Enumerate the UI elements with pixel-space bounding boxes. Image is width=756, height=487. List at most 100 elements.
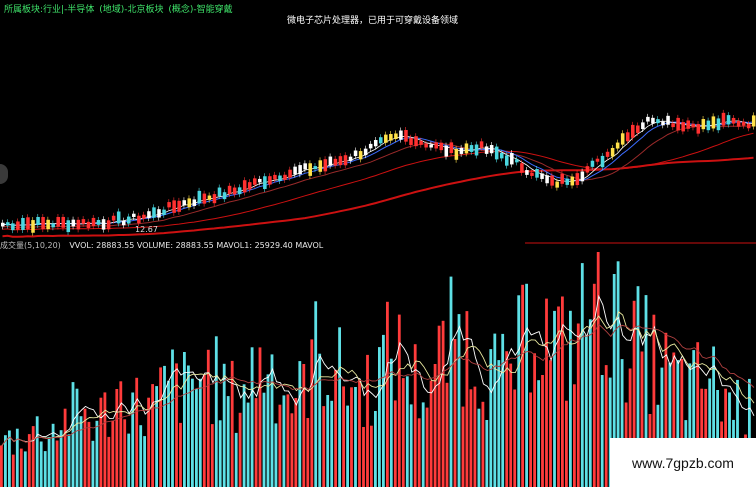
volume-bar <box>210 424 214 487</box>
volume-bar <box>135 377 139 487</box>
candle-body <box>424 143 428 148</box>
candle-body <box>379 137 383 144</box>
candle-body <box>661 121 665 126</box>
candle-body <box>86 221 91 228</box>
volume-bar <box>497 360 501 487</box>
candle-body <box>550 175 554 186</box>
volume-bar <box>222 363 226 487</box>
volume-bar <box>119 381 123 487</box>
volume-bar <box>27 434 31 487</box>
candle-body <box>247 182 252 190</box>
volume-bar <box>465 311 469 487</box>
volume-bar <box>374 411 377 487</box>
volume-bar <box>87 421 91 487</box>
volume-bar <box>23 451 27 487</box>
volume-bar <box>401 378 405 487</box>
volume-bar <box>63 408 67 487</box>
volume-bar <box>242 384 246 487</box>
candle-body <box>71 219 76 227</box>
volume-bar <box>163 365 166 487</box>
volume-bar <box>103 392 107 487</box>
candle-body <box>253 178 257 185</box>
sector-info-bar: 所属板块:行业|-半导体 (地域)-北京板块 (概念)-智能穿戴 <box>4 2 235 15</box>
volume-bar <box>123 419 127 487</box>
candle-body <box>696 124 701 134</box>
volume-bar <box>449 276 453 487</box>
candle-body <box>656 119 660 124</box>
volume-bar <box>393 400 397 487</box>
candle-body <box>741 121 746 126</box>
volume-bar <box>314 301 318 487</box>
volume-bar <box>664 332 668 487</box>
volume-bar <box>246 402 250 487</box>
volume-bar <box>509 363 513 487</box>
volume-bar <box>79 416 83 487</box>
candle-body <box>26 217 30 230</box>
volume-bar <box>688 363 692 487</box>
candle-body <box>479 141 484 148</box>
candle-body <box>293 166 297 175</box>
volume-bar <box>99 397 103 487</box>
candle-body <box>283 174 287 180</box>
volume-bar <box>616 261 620 487</box>
volume-bar <box>457 314 461 487</box>
sector-block-2: (地域)-北京板块 <box>99 5 164 15</box>
candle-body <box>21 217 25 230</box>
volume-bar <box>47 437 51 487</box>
candle-body <box>172 200 176 213</box>
volume-bar <box>461 406 465 487</box>
candle-body <box>227 185 232 195</box>
candle-body <box>726 115 731 125</box>
candle-body <box>646 116 650 122</box>
candle-body <box>66 220 71 233</box>
candle-body <box>394 133 398 139</box>
candle-body <box>16 221 20 230</box>
candle-body <box>515 159 519 163</box>
candle-body <box>414 136 418 147</box>
candle-body <box>494 146 499 160</box>
candle-body <box>182 200 186 206</box>
candle-body <box>505 155 509 166</box>
candle-body <box>530 172 534 176</box>
volume-bar <box>441 320 445 487</box>
volume-bar <box>561 296 564 487</box>
volume-bar <box>696 342 700 487</box>
candle-body <box>716 118 721 131</box>
candle-body <box>535 168 539 178</box>
mavol-10-line <box>1 311 755 446</box>
volume-bar <box>409 404 413 487</box>
volume-bar <box>143 436 146 487</box>
volume-bar <box>202 374 206 487</box>
volume-bar <box>326 395 330 487</box>
candle-body <box>192 199 197 206</box>
volume-bar <box>445 382 449 487</box>
volume-bar <box>266 374 270 487</box>
candle-body <box>590 160 595 167</box>
candle-body <box>1 222 5 227</box>
volume-bar <box>632 300 636 487</box>
candle-body <box>434 142 438 149</box>
low-price-label: 12.67 <box>135 225 158 234</box>
volume-bar <box>573 384 576 487</box>
volume-bar <box>258 347 262 487</box>
scroll-handle[interactable] <box>0 164 8 184</box>
volume-bar <box>413 344 417 487</box>
volume-bar <box>250 347 254 487</box>
volume-bar <box>553 310 556 487</box>
volume-bar <box>334 369 337 487</box>
volume-bar <box>366 354 369 487</box>
volume-bar <box>525 283 528 487</box>
volume-bar <box>576 323 580 487</box>
volume-bar <box>206 349 210 487</box>
volume-bar <box>704 388 708 487</box>
candle-body <box>333 158 338 166</box>
volume-bar <box>318 353 322 487</box>
candle-body <box>605 151 610 157</box>
candle-body <box>676 117 680 131</box>
vvol-readout: VVOL: 28883.55 <box>69 241 135 250</box>
candle-body <box>157 209 161 218</box>
volume-bar <box>346 405 349 487</box>
candle-body <box>540 173 544 179</box>
volume-bar <box>310 339 314 487</box>
volume-bar <box>0 445 3 487</box>
